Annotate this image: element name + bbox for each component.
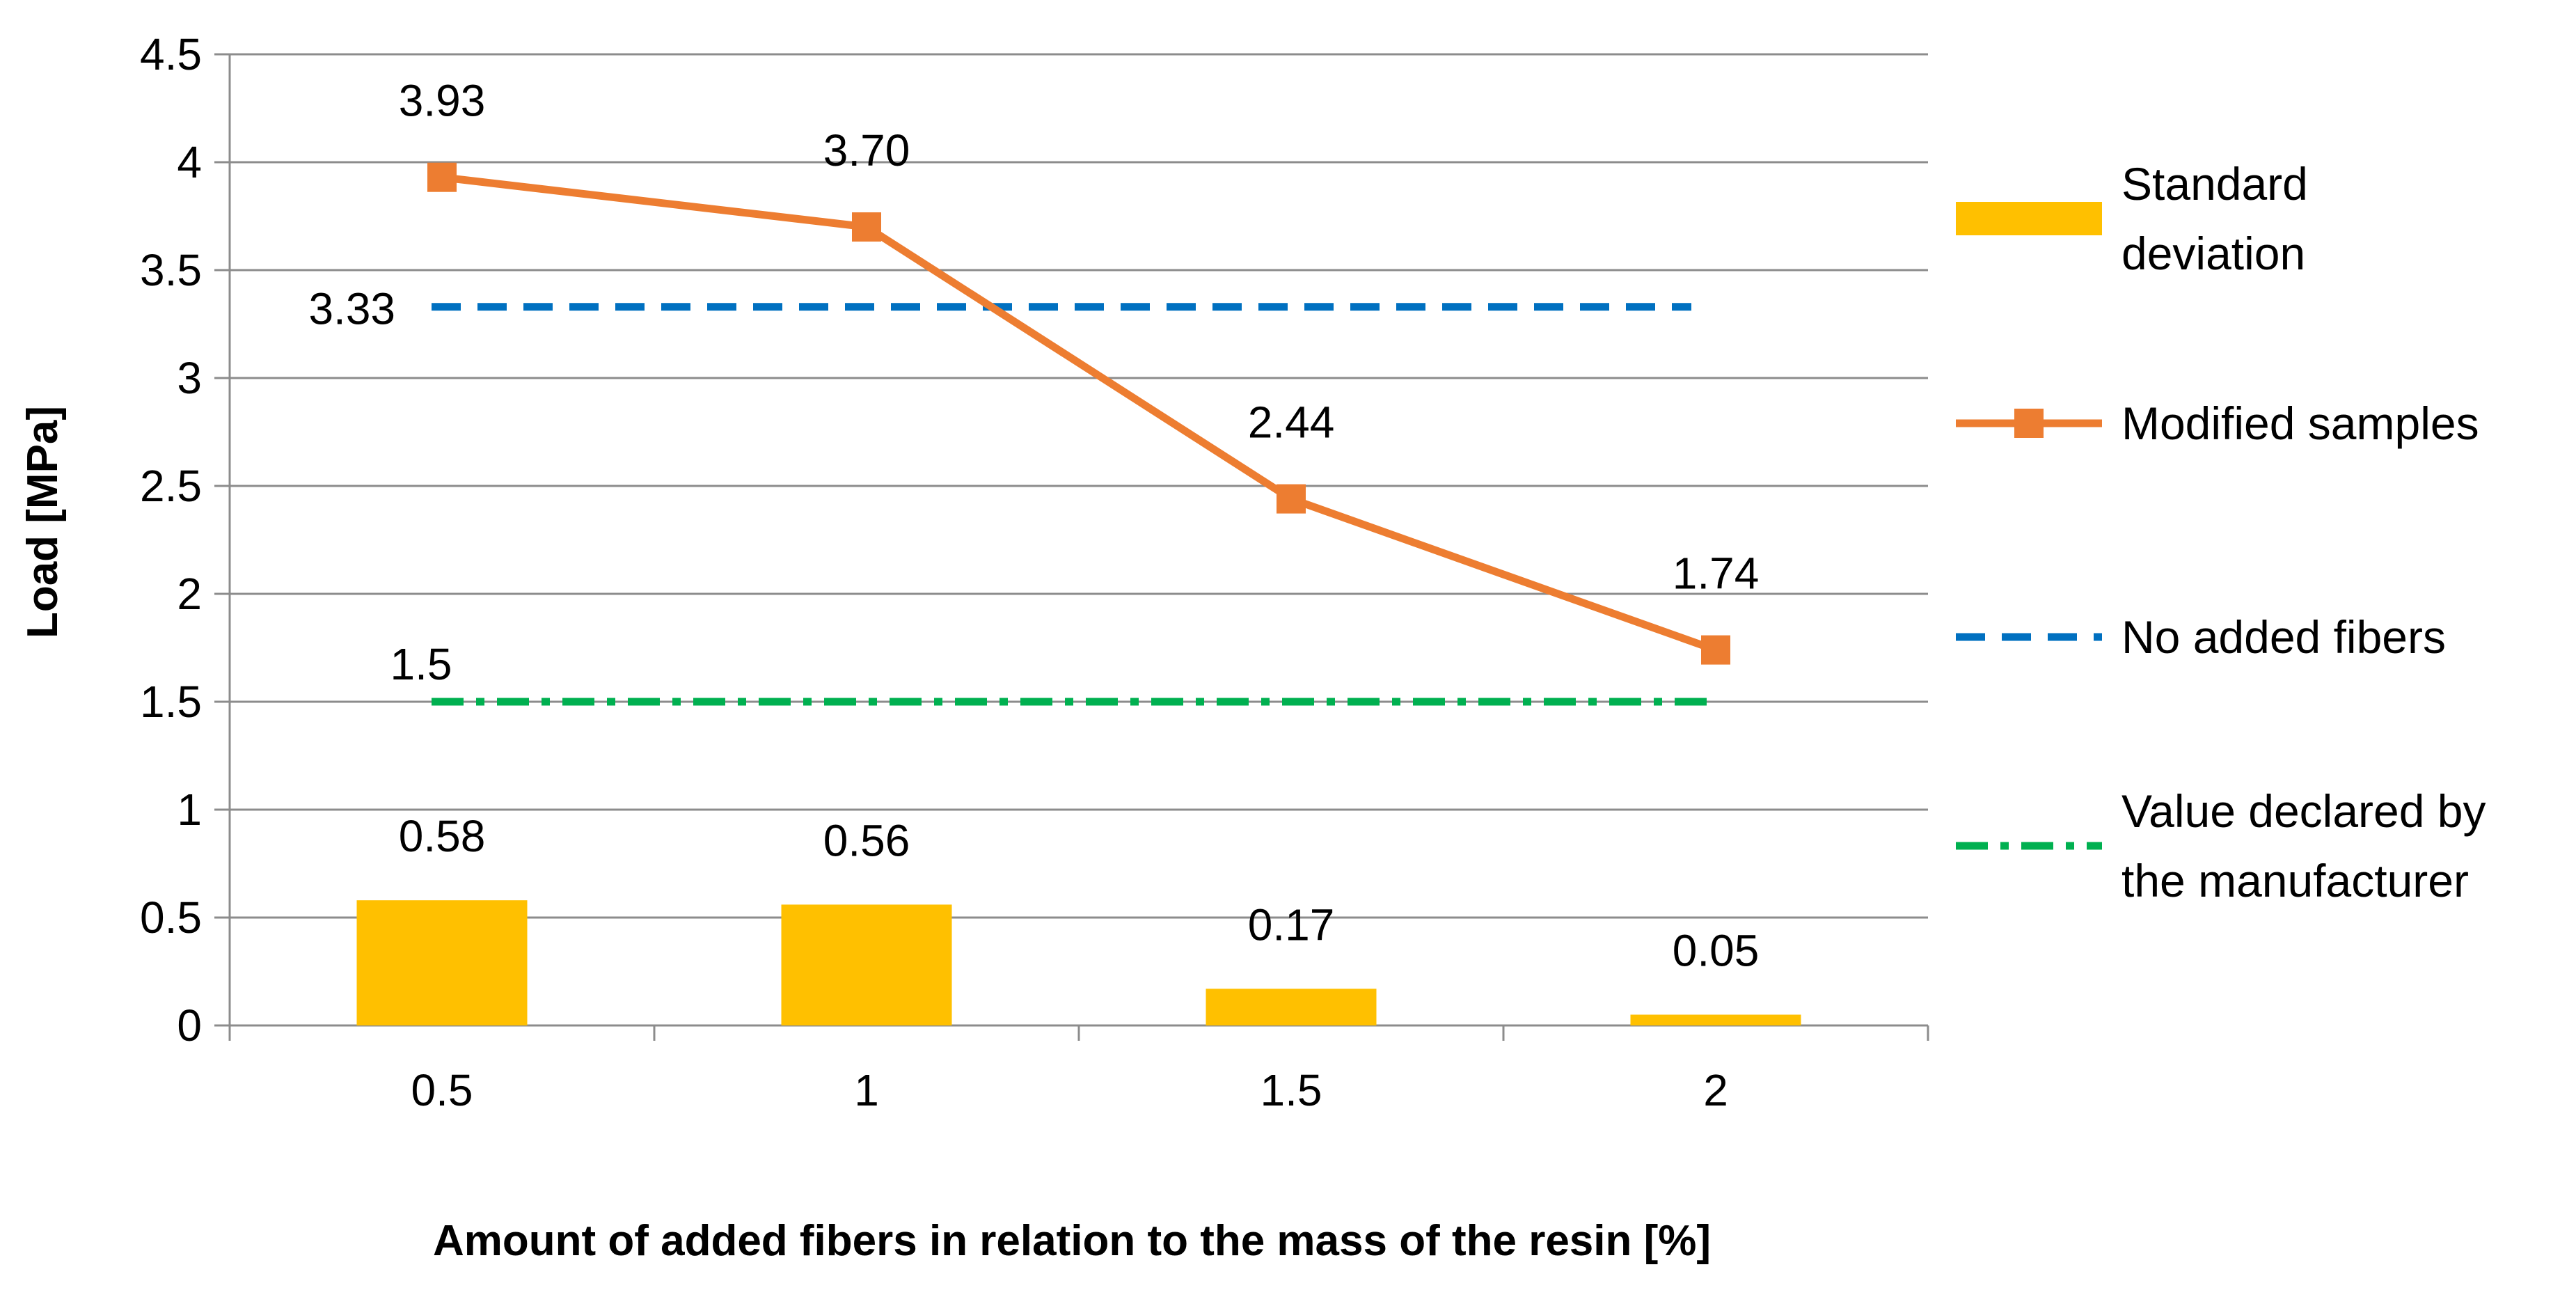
legend-swatch-marker (2014, 409, 2044, 438)
y-tick-label: 0 (177, 1000, 202, 1051)
axes (228, 54, 1928, 1027)
bar (781, 904, 952, 1025)
bar-data-label: 0.17 (1248, 899, 1335, 950)
bar-data-label: 0.05 (1673, 926, 1760, 976)
legend-label: No added fibers (2121, 611, 2446, 663)
line-data-label: 2.44 (1248, 398, 1335, 448)
bar (1630, 1014, 1801, 1025)
legend-swatch-bar (1956, 202, 2102, 235)
bar (356, 900, 528, 1025)
y-tick-label: 3 (177, 353, 202, 403)
y-tick-label: 2 (177, 569, 202, 619)
line-marker (1277, 484, 1306, 514)
legend-label: Standard (2121, 158, 2308, 210)
legend: Standard deviation Modified samples No adde… (1956, 158, 2486, 906)
data-labels: 0.58 0.56 0.17 0.05 3.33 1.5 3.93 3.70 2.44 1.74 (308, 76, 1759, 976)
legend-label: the manufacturer (2121, 855, 2469, 906)
y-tick-label: 4.5 (140, 29, 202, 79)
line-marker (852, 212, 881, 242)
bar (1206, 989, 1377, 1025)
bar-series-standard-deviation (356, 900, 1801, 1025)
legend-label: deviation (2121, 228, 2305, 279)
y-tick-label: 0.5 (140, 892, 202, 943)
legend-label: Value declared by (2121, 785, 2486, 837)
x-tick-label: 2 (1703, 1065, 1728, 1115)
bar-data-label: 0.58 (399, 811, 486, 861)
y-tick-label: 4 (177, 137, 202, 187)
y-tick-label: 1.5 (140, 677, 202, 727)
line-data-label: 3.70 (823, 125, 910, 175)
series-modified-samples (427, 162, 1730, 665)
line-data-label: 3.93 (399, 76, 486, 126)
y-tick-label: 3.5 (140, 245, 202, 295)
x-axis-title: Amount of added fibers in relation to th… (433, 1217, 1711, 1265)
reference-label-value-declared: 1.5 (390, 639, 452, 689)
y-tick-label: 1 (177, 785, 202, 835)
bar-data-label: 0.56 (823, 815, 910, 865)
reference-label-no-added-fibers: 3.33 (308, 284, 395, 334)
line-marker (1701, 635, 1730, 665)
series-line (441, 173, 1717, 654)
y-tick-label: 2.5 (140, 461, 202, 511)
line-marker (427, 162, 457, 192)
y-axis-title: Load [MPa] (19, 406, 67, 638)
x-axis-ticks: 0.5 1 1.5 2 (228, 1025, 1929, 1115)
x-tick-label: 1.5 (1261, 1065, 1322, 1115)
line-data-label: 1.74 (1673, 549, 1760, 599)
legend-label: Modified samples (2121, 398, 2479, 449)
x-tick-label: 1 (854, 1065, 879, 1115)
y-axis-ticks: 0 0.5 1 1.5 2 2.5 3 3.5 4 4.5 (140, 29, 230, 1051)
x-tick-label: 0.5 (411, 1065, 473, 1115)
